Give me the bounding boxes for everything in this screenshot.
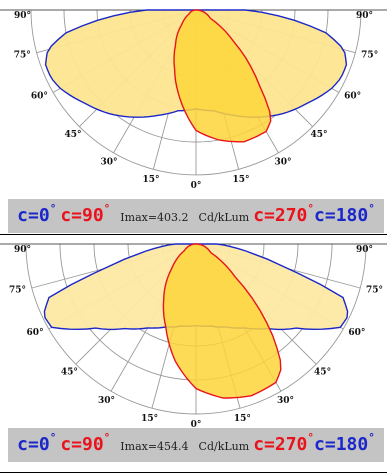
unit-label: Cd/kLum <box>198 440 250 453</box>
legend-c90: c=90° <box>60 431 111 455</box>
series-curve-c90-c270 <box>173 9 272 143</box>
polar-grid <box>0 243 387 415</box>
angle-label: 30° <box>274 158 291 168</box>
legend-c90: c=90° <box>60 202 111 226</box>
legend-c0: c=0° <box>17 431 57 455</box>
unit-label: Cd/kLum <box>198 211 250 224</box>
angle-label: 45° <box>311 130 328 140</box>
angle-label: 75° <box>366 286 383 296</box>
polar-grid <box>0 9 387 176</box>
angle-label: 45° <box>314 368 331 378</box>
angle-label: 15° <box>142 175 159 185</box>
angle-label: 90° <box>14 245 31 255</box>
angle-label: 30° <box>277 396 294 406</box>
series-curve-c90-c270 <box>162 243 282 399</box>
angle-label: 60° <box>344 92 361 102</box>
angle-label: 45° <box>64 130 81 140</box>
imax-label: Imax=403.2 <box>120 211 189 224</box>
angle-label: 75° <box>14 50 31 60</box>
angle-label: 90° <box>14 11 31 21</box>
legend-bar-2: c=0° c=90° Imax=454.4 Cd/kLum c=270°c=180° <box>8 428 384 462</box>
legend-c180: c=180° <box>314 202 375 226</box>
angle-label: 60° <box>31 92 48 102</box>
polar-chart-panel-1: 90° 75° 60° 45° 30° 15° 0° 15° 30° 45° 60° 75° 90° c… <box>0 0 387 235</box>
legend-c0: c=0° <box>17 202 57 226</box>
angle-label: 60° <box>27 328 44 338</box>
angle-label: 45° <box>61 368 78 378</box>
angle-label: 0° <box>191 420 202 428</box>
angle-label: 90° <box>356 245 373 255</box>
angle-label: 30° <box>98 396 115 406</box>
imax-label: Imax=454.4 <box>120 440 189 453</box>
angle-label: 75° <box>361 50 378 60</box>
legend-bar-1: c=0° c=90° Imax=403.2 Cd/kLum c=270°c=180° <box>8 199 384 233</box>
angle-label: 15° <box>233 175 250 185</box>
angle-label: 15° <box>234 414 251 424</box>
legend-c270: c=270° <box>253 202 315 226</box>
angle-label: 30° <box>100 158 117 168</box>
polar-plot-2: 90° 75° 60° 45° 30° 15° 0° 15° 30° 45° 60° 75° 90° <box>0 243 387 428</box>
polar-plot-1: 90° 75° 60° 45° 30° 15° 0° 15° 30° 45° 60° 75° 90° <box>0 9 387 191</box>
angle-label: 75° <box>9 286 26 296</box>
angle-label: 15° <box>141 414 158 424</box>
angle-label: 60° <box>348 328 365 338</box>
polar-chart-panel-2: 90° 75° 60° 45° 30° 15° 0° 15° 30° 45° 60° 75° 90° c… <box>0 238 387 473</box>
legend-c270: c=270° <box>253 431 315 455</box>
legend-c180: c=180° <box>314 431 375 455</box>
angle-label: 0° <box>191 181 202 191</box>
angle-label: 90° <box>356 11 373 21</box>
